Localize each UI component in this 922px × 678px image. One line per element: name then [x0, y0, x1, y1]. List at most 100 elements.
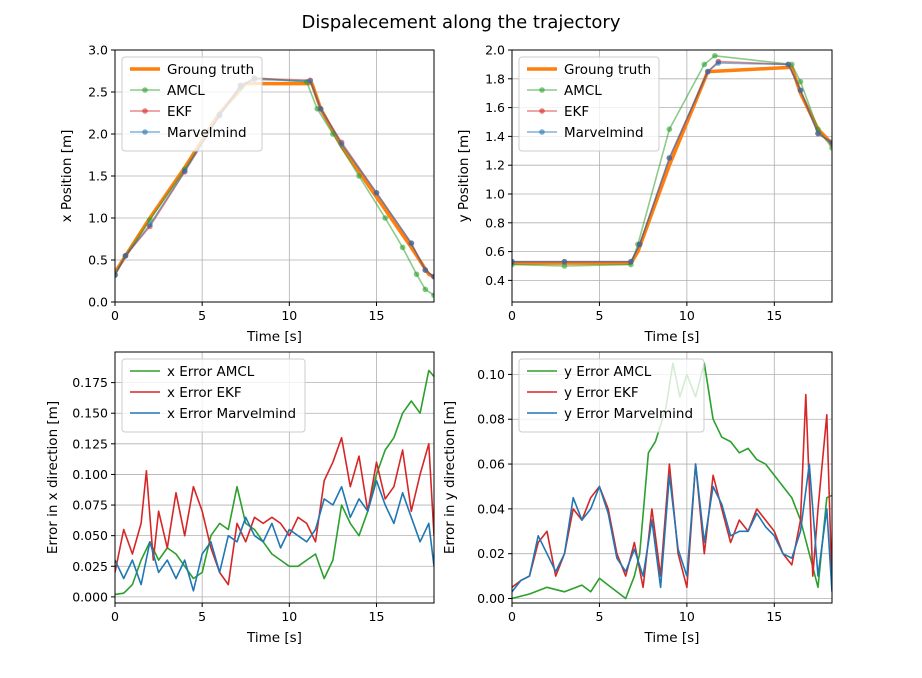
chart3-y-axis-label: Error in y direction [m] — [442, 401, 458, 554]
chart1-series-3-point — [705, 68, 711, 75]
chart0-series-1-point — [356, 173, 362, 179]
chart2-x-tick-label: 10 — [281, 609, 297, 624]
chart0-x-axis-label: Time [s] — [246, 329, 302, 345]
chart1-series-1-point — [712, 52, 718, 59]
chart3-axes-frame — [511, 351, 833, 604]
chart2-y-tick-label: 0.000 — [72, 589, 108, 604]
chart1-y-tick-label: 2.0 — [485, 43, 505, 58]
chart0-series-1-point — [399, 244, 406, 251]
subplot-y-position: 0 5 10 15 0.4 0.6 0.8 1.0 1.2 1.4 1.6 1.8 2.0 Time [s… — [456, 43, 833, 345]
chart0-y-tick-label: 1.5 — [88, 169, 108, 184]
chart1-series-1-point — [797, 78, 804, 85]
chart2-x-tick-label: 5 — [198, 609, 206, 624]
chart1-y-tick-label: 0.4 — [485, 273, 505, 288]
chart2-legend: x Error AMCL x Error EKF x Error Marvelmin… — [121, 358, 306, 433]
chart0-x-tick-label: 10 — [281, 308, 297, 323]
chart3-y-tick-label: 0.10 — [477, 367, 505, 382]
chart3-y-tick-label: 0.02 — [477, 546, 505, 561]
chart1-y-tick-label: 1.2 — [485, 158, 505, 173]
chart1-series-3-point — [561, 258, 568, 265]
chart3-legend: y Error AMCL y Error EKF y Error Marvelmin… — [518, 358, 705, 433]
chart0-series-3-point — [147, 221, 153, 228]
chart3-x-tick-label: 15 — [766, 609, 782, 624]
chart2-axes-frame — [114, 351, 435, 604]
chart0-series-1-point — [413, 271, 420, 278]
figure-title: Dispalecement along the trajectory — [302, 12, 621, 33]
chart3-grid — [511, 352, 832, 603]
chart0-y-tick-label: 0.5 — [88, 253, 108, 268]
chart3-series-line-2 — [512, 463, 832, 593]
chart0-y-tick-label: 3.0 — [88, 43, 108, 58]
chart0-y-tick-label: 2.0 — [88, 127, 108, 142]
chart0-series-3-point — [338, 141, 345, 147]
chart3-x-tick-label: 5 — [595, 609, 603, 624]
chart0-series-1-point — [422, 286, 429, 293]
chart2-y-tick-label: 0.025 — [72, 559, 108, 574]
chart1-y-tick-label: 0.8 — [485, 215, 505, 230]
chart2-y-tick-label: 0.125 — [72, 436, 108, 451]
chart0-series-3-point — [307, 78, 314, 84]
chart3-x-axis-label: Time [s] — [644, 630, 700, 646]
chart1-x-tick-label: 10 — [679, 308, 695, 323]
chart1-x-tick-label: 15 — [766, 308, 782, 323]
chart1-legend-label: AMCL — [564, 83, 602, 99]
chart0-series-3-point — [181, 168, 188, 174]
chart2-x-axis-label: Time [s] — [246, 630, 302, 646]
chart1-y-tick-label: 1.0 — [485, 187, 505, 202]
chart2-series-line-2 — [115, 479, 434, 592]
chart1-y-tick-label: 1.6 — [485, 100, 505, 115]
chart1-series-3-point — [666, 155, 673, 161]
chart2-x-tick-label: 15 — [369, 609, 385, 624]
chart1-series-3-point — [636, 241, 643, 248]
chart0-series-line-1 — [115, 76, 434, 296]
chart3-x-tick-label: 10 — [679, 609, 695, 624]
chart1-series-3-point — [815, 130, 821, 137]
chart0-legend-label: EKF — [167, 104, 192, 120]
chart2-legend-label: x Error EKF — [167, 385, 242, 401]
chart1-legend-label: EKF — [564, 104, 589, 120]
chart1-y-axis-label: y Position [m] — [456, 130, 472, 223]
chart3-y-tick-label: 0.04 — [477, 501, 505, 516]
chart0-x-tick-label: 0 — [111, 308, 119, 323]
chart3-legend-label: y Error AMCL — [564, 364, 652, 380]
chart1-series-1-point — [561, 263, 568, 269]
chart0-series-3-point — [317, 106, 324, 112]
chart2-y-axis-label: Error in x direction [m] — [45, 401, 61, 554]
chart0-series-3-point — [373, 190, 380, 196]
chart1-series-1-point — [701, 61, 708, 68]
chart0-series-1-point — [431, 292, 434, 299]
chart1-series-3-point — [785, 61, 792, 68]
chart1-series-3-point — [829, 139, 832, 145]
chart1-legend-label: Groung truth — [564, 62, 651, 78]
chart1-series-3-point — [512, 258, 515, 265]
chart0-x-tick-label: 5 — [198, 308, 206, 323]
chart2-x-tick-label: 0 — [111, 609, 119, 624]
chart1-series-3-point — [797, 87, 804, 94]
chart2-legend-label: x Error Marvelmind — [167, 406, 296, 422]
chart1-x-axis-label: Time [s] — [644, 329, 700, 345]
chart3-x-tick-label: 0 — [508, 609, 516, 624]
chart1-y-tick-label: 1.4 — [485, 129, 505, 144]
chart1-x-tick-label: 0 — [508, 308, 516, 323]
chart1-y-tick-label: 0.6 — [485, 244, 505, 259]
chart0-series-3-point — [115, 272, 118, 278]
chart1-y-tick-label: 1.8 — [485, 71, 505, 86]
chart0-legend-label: AMCL — [167, 83, 205, 99]
chart3-y-tick-label: 0.00 — [477, 591, 505, 606]
chart1-series-3-point — [715, 60, 722, 66]
chart2-series-line-1 — [115, 436, 434, 586]
chart1-axes-frame — [511, 49, 833, 303]
chart2-y-tick-label: 0.050 — [72, 528, 108, 543]
chart0-series-3-point — [408, 240, 415, 246]
chart1-series-1-point — [829, 145, 832, 151]
chart3-legend-label: y Error EKF — [564, 385, 639, 401]
chart0-series-3-point — [122, 253, 129, 259]
chart1-series-3-point — [628, 258, 634, 265]
chart0-legend: Groung truth AMCL EKF Marvelmind — [121, 56, 263, 152]
chart2-y-tick-label: 0.100 — [72, 467, 108, 482]
chart1-x-tick-label: 5 — [595, 308, 603, 323]
chart0-y-tick-label: 0.0 — [88, 295, 108, 310]
chart1-legend-label: Marvelmind — [564, 125, 644, 141]
chart0-series-1-point — [382, 215, 388, 221]
